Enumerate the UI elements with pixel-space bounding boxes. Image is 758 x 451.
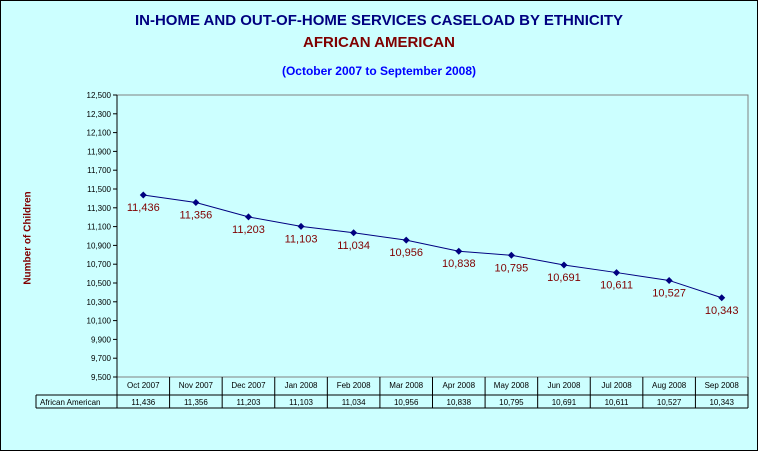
y-tick-label: 10,300: [87, 298, 112, 307]
table-value: 11,356: [184, 398, 208, 407]
data-label: 10,956: [389, 247, 423, 259]
y-tick-label: 10,700: [87, 260, 112, 269]
table-value: 10,611: [605, 398, 629, 407]
x-tick-label: Mar 2008: [389, 381, 423, 390]
table-value: 10,795: [499, 398, 524, 407]
y-tick-label: 12,500: [87, 91, 112, 100]
table-value: 10,956: [394, 398, 419, 407]
data-point: [402, 236, 410, 244]
data-point: [297, 222, 305, 230]
data-label: 10,795: [495, 262, 529, 274]
x-tick-label: Nov 2007: [179, 381, 214, 390]
y-tick-label: 11,100: [87, 223, 111, 232]
table-value: 10,343: [709, 398, 734, 407]
data-label: 10,611: [600, 280, 633, 292]
table-value: 11,103: [289, 398, 313, 407]
x-tick-label: Dec 2007: [231, 381, 266, 390]
data-label: 11,356: [179, 210, 212, 222]
series-line: [143, 194, 722, 299]
data-label: 11,034: [337, 240, 370, 252]
data-point: [613, 269, 621, 277]
data-point: [560, 261, 568, 269]
data-label: 11,436: [127, 202, 160, 214]
data-point: [192, 199, 200, 207]
data-label: 10,838: [442, 258, 476, 270]
data-point: [139, 191, 147, 199]
data-point: [507, 251, 515, 259]
data-point: [350, 229, 358, 237]
y-tick-label: 9,500: [91, 373, 112, 382]
x-tick-label: Jan 2008: [285, 381, 318, 390]
y-tick-label: 11,700: [87, 166, 111, 175]
table-value: 10,527: [657, 398, 682, 407]
chart-period: (October 2007 to September 2008): [281, 64, 477, 78]
table-value: 10,691: [552, 398, 577, 407]
table-series-name: African American: [40, 398, 100, 407]
x-tick-label: Jul 2008: [601, 381, 632, 390]
y-tick-label: 9,900: [91, 335, 112, 344]
data-point: [718, 294, 726, 302]
chart-title: IN-HOME AND OUT-OF-HOME SERVICES CASELOA…: [134, 12, 624, 29]
data-point: [665, 276, 673, 284]
data-label: 10,343: [705, 305, 739, 317]
chart-subtitle: AFRICAN AMERICAN: [303, 34, 455, 51]
y-tick-label: 10,900: [87, 241, 112, 250]
x-tick-label: Feb 2008: [337, 381, 371, 390]
data-point: [244, 213, 252, 221]
y-tick-label: 10,100: [87, 317, 112, 326]
x-tick-label: Jun 2008: [547, 381, 580, 390]
data-label: 10,691: [547, 272, 581, 284]
y-tick-label: 11,500: [87, 185, 111, 194]
data-point: [455, 247, 463, 255]
plot-area: [116, 94, 749, 378]
y-tick-label: 9,700: [91, 354, 112, 363]
y-tick-label: 12,300: [87, 110, 112, 119]
y-tick-label: 11,300: [87, 204, 111, 213]
table-value: 11,203: [237, 398, 261, 407]
data-label: 11,203: [232, 224, 265, 236]
x-tick-label: Apr 2008: [443, 381, 476, 390]
y-tick-label: 12,100: [87, 129, 112, 138]
x-tick-label: Oct 2007: [127, 381, 160, 390]
x-tick-label: Sep 2008: [705, 381, 740, 390]
table-value: 11,034: [342, 398, 366, 407]
data-label: 10,527: [652, 287, 686, 299]
y-tick-label: 11,900: [87, 147, 111, 156]
x-tick-label: Aug 2008: [652, 381, 687, 390]
data-label: 11,103: [285, 233, 318, 245]
table-value: 11,436: [131, 398, 155, 407]
table-value: 10,838: [447, 398, 472, 407]
y-tick-label: 10,500: [87, 279, 112, 288]
x-tick-label: May 2008: [494, 381, 530, 390]
